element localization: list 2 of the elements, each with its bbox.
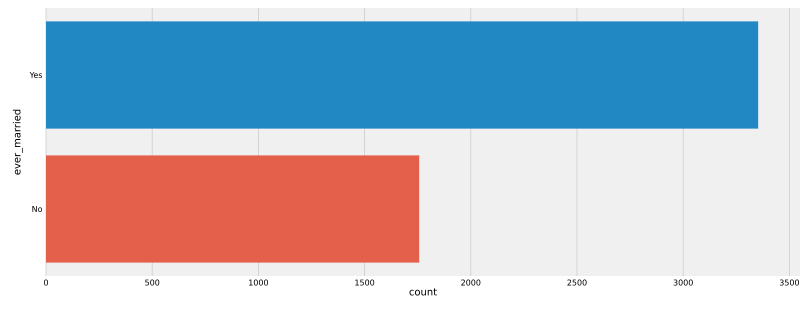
x-axis-title: count — [410, 288, 437, 296]
y-axis-title: ever_married — [12, 110, 23, 175]
